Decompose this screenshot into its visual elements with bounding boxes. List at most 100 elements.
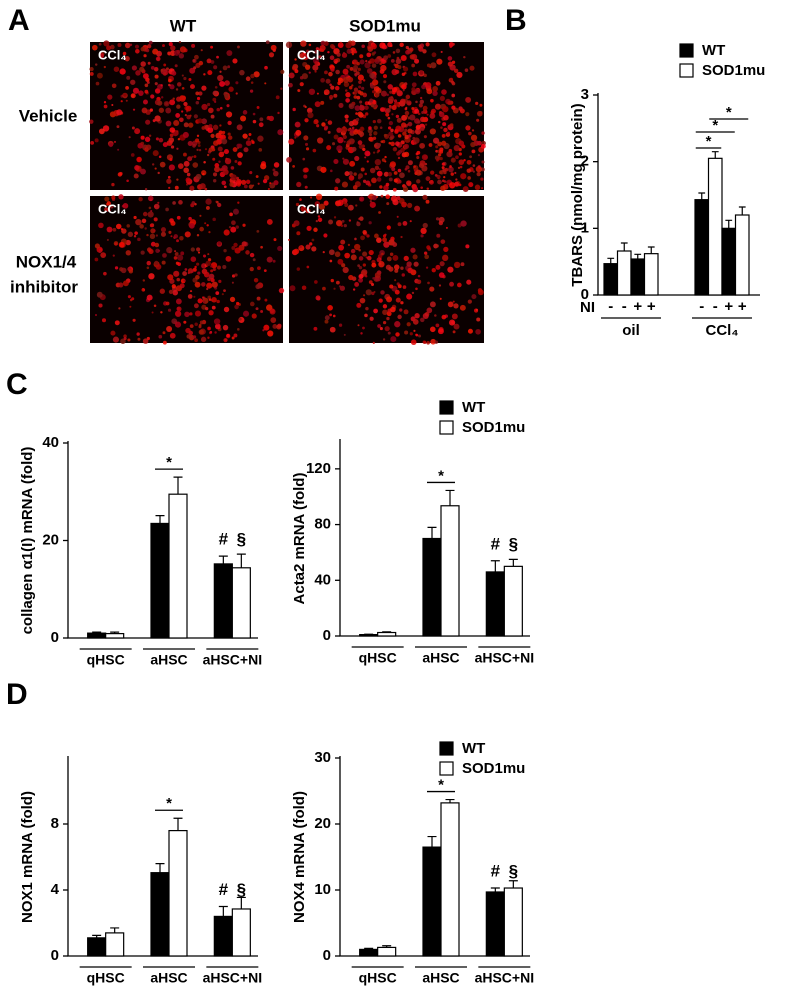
cell <box>245 76 251 82</box>
cell <box>297 89 301 93</box>
cell <box>357 111 363 117</box>
cell <box>472 170 475 173</box>
cell <box>305 147 310 151</box>
cell <box>197 271 201 275</box>
cell <box>153 229 156 232</box>
error-bar <box>445 489 455 506</box>
cell <box>475 308 478 311</box>
cell <box>419 70 424 75</box>
cell <box>357 74 364 81</box>
cell <box>397 104 401 108</box>
cell <box>435 80 441 86</box>
cell <box>402 221 408 226</box>
cell <box>175 113 181 118</box>
cell <box>324 319 329 324</box>
cell <box>376 177 382 182</box>
cell <box>479 111 483 115</box>
cell <box>369 316 374 321</box>
cell <box>299 245 302 248</box>
cell <box>448 148 453 153</box>
cell <box>308 43 312 47</box>
cell <box>349 160 356 167</box>
cell <box>118 241 125 248</box>
cell <box>411 107 415 111</box>
bar <box>694 199 710 296</box>
significance: # <box>491 862 501 881</box>
cell <box>300 205 307 212</box>
cell <box>411 291 415 295</box>
cell <box>295 202 300 207</box>
cell <box>168 186 171 189</box>
cell <box>152 150 159 157</box>
cell <box>177 163 184 169</box>
cell <box>425 82 432 89</box>
cell <box>189 312 193 316</box>
cell <box>205 260 211 267</box>
cell <box>344 252 350 259</box>
cell <box>469 65 475 71</box>
cell <box>235 81 239 85</box>
cell <box>393 99 398 103</box>
cell <box>94 63 98 66</box>
cell <box>217 241 222 246</box>
cell <box>214 331 217 334</box>
cell <box>347 76 354 83</box>
cell <box>342 266 349 274</box>
cell <box>245 250 250 255</box>
cell <box>143 99 148 105</box>
cell <box>257 266 261 271</box>
cell <box>226 50 233 57</box>
cell <box>336 145 343 152</box>
cell <box>197 298 203 304</box>
cell <box>345 89 348 92</box>
cell <box>348 103 355 110</box>
cell <box>379 185 383 189</box>
cell <box>443 114 449 121</box>
cell <box>218 134 224 139</box>
cell <box>351 53 355 56</box>
cell <box>466 168 471 173</box>
cell <box>303 167 309 173</box>
cell <box>435 217 440 221</box>
cell <box>198 60 204 66</box>
cell <box>402 89 405 92</box>
cell <box>411 54 418 60</box>
cell <box>325 118 328 121</box>
cell <box>169 84 175 90</box>
cell <box>330 85 335 90</box>
cell <box>430 62 437 69</box>
cell <box>412 136 416 140</box>
cell <box>219 70 222 73</box>
cell <box>384 326 390 332</box>
cell <box>406 293 413 300</box>
cell <box>342 158 350 165</box>
cell <box>438 284 442 287</box>
cell <box>346 48 352 54</box>
cell <box>249 266 254 272</box>
y-tick-label: 0 <box>581 286 589 303</box>
cell <box>196 247 201 252</box>
cell <box>122 280 129 287</box>
cell <box>360 332 363 335</box>
cell <box>371 194 378 201</box>
cell <box>242 310 250 317</box>
cell <box>181 95 186 101</box>
cell <box>366 52 372 58</box>
cell <box>162 340 167 345</box>
cell <box>275 95 280 100</box>
cell <box>466 159 472 165</box>
cell <box>414 142 417 145</box>
cell <box>314 280 318 284</box>
cell <box>190 247 195 252</box>
cell <box>236 301 240 306</box>
cell <box>388 266 394 272</box>
cell <box>387 84 393 90</box>
cell <box>131 297 135 301</box>
cell <box>358 85 362 89</box>
cell <box>399 308 403 312</box>
cell <box>397 222 402 227</box>
cell <box>380 140 384 143</box>
cell <box>110 44 115 50</box>
cell <box>374 272 381 279</box>
cell <box>159 161 166 168</box>
